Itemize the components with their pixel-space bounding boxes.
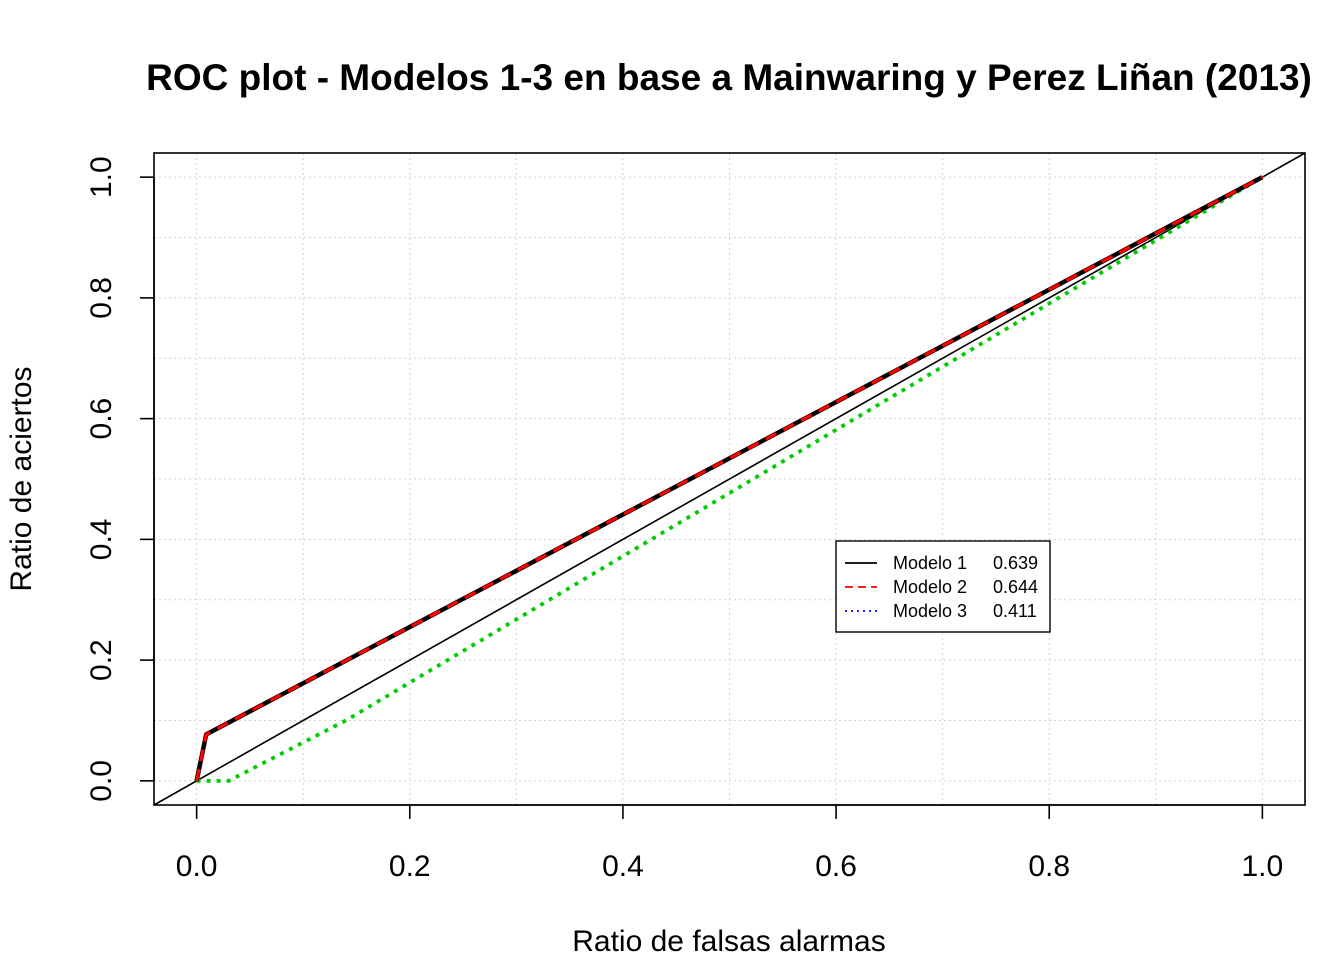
x-tick-label: 0.0 bbox=[176, 850, 218, 883]
y-axis: 0.0 0.2 0.4 0.6 0.8 1.0 bbox=[85, 156, 155, 802]
chart-title: ROC plot - Modelos 1-3 en base a Mainwar… bbox=[146, 57, 1312, 98]
y-tick-label: 0.0 bbox=[85, 760, 118, 802]
legend-auc-value: 0.644 bbox=[993, 577, 1038, 597]
series-line-modelo-2 bbox=[195, 175, 1264, 782]
x-tick-label: 0.4 bbox=[602, 850, 644, 883]
y-axis-label: Ratio de aciertos bbox=[5, 366, 38, 591]
series-layer bbox=[194, 175, 1264, 783]
y-tick-label: 1.0 bbox=[85, 156, 118, 198]
legend-auc-value: 0.411 bbox=[993, 601, 1037, 621]
y-tick-label: 0.6 bbox=[85, 398, 118, 440]
x-tick-label: 0.6 bbox=[815, 850, 857, 883]
legend-series-name: Modelo 3 bbox=[893, 601, 967, 621]
x-axis-label: Ratio de falsas alarmas bbox=[572, 925, 885, 958]
legend-series-name: Modelo 1 bbox=[893, 553, 967, 573]
legend: Modelo 1 0.639 Modelo 2 0.644 Modelo 3 0.411 bbox=[835, 540, 1051, 633]
y-tick-label: 0.8 bbox=[85, 277, 118, 319]
diagonal-reference-line bbox=[153, 152, 1306, 806]
legend-auc-value: 0.639 bbox=[993, 553, 1038, 573]
x-tick-label: 0.2 bbox=[389, 850, 431, 883]
y-tick-label: 0.2 bbox=[85, 639, 118, 681]
x-axis: 0.0 0.2 0.4 0.6 0.8 1.0 bbox=[176, 804, 1284, 883]
x-tick-label: 1.0 bbox=[1242, 850, 1284, 883]
legend-series-name: Modelo 2 bbox=[893, 577, 967, 597]
y-tick-label: 0.4 bbox=[85, 519, 118, 561]
x-tick-label: 0.8 bbox=[1028, 850, 1070, 883]
